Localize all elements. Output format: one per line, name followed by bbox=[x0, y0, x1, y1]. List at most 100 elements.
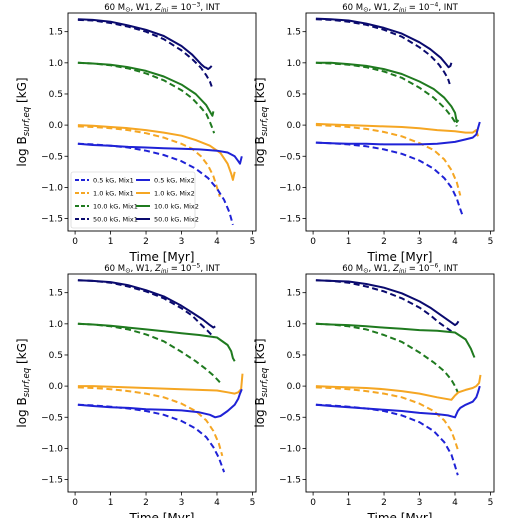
series-line-10kG-dashed bbox=[315, 124, 462, 196]
y-tick-label: −0.5 bbox=[41, 152, 63, 162]
y-tick-label: 0.5 bbox=[49, 351, 63, 361]
series-line-100kG-solid bbox=[77, 322, 236, 362]
x-axis-label: Time [Myr] bbox=[129, 511, 195, 518]
y-tick-label: 0.5 bbox=[49, 90, 63, 100]
x-tick-label: 3 bbox=[417, 498, 423, 508]
series-line-10kG-solid bbox=[77, 124, 236, 181]
y-tick-label: −1.0 bbox=[41, 183, 63, 193]
x-tick-label: 5 bbox=[250, 498, 256, 508]
x-tick-label: 2 bbox=[143, 237, 149, 247]
x-tick-label: 5 bbox=[488, 498, 494, 508]
series-group bbox=[77, 279, 244, 473]
y-tick-label: 0.0 bbox=[287, 121, 302, 131]
x-tick-label: 0 bbox=[72, 498, 78, 508]
plot-frame bbox=[67, 12, 257, 232]
series-line-100kG-solid bbox=[77, 61, 215, 117]
series-group bbox=[315, 17, 481, 215]
series-line-10kG-solid bbox=[315, 122, 479, 137]
x-tick-label: 4 bbox=[214, 237, 220, 247]
y-tick-label: 1.0 bbox=[49, 59, 64, 69]
plot-frame bbox=[305, 273, 495, 493]
series-line-500kG-solid bbox=[77, 18, 213, 71]
series-line-500kG-solid bbox=[77, 279, 216, 329]
legend-label: 10.0 kG, Mix1 bbox=[93, 202, 138, 210]
x-tick-label: 1 bbox=[108, 498, 114, 508]
legend-box bbox=[70, 171, 196, 229]
x-axis-label: Time [Myr] bbox=[367, 511, 433, 518]
y-tick-label: 0.0 bbox=[287, 382, 302, 392]
y-axis-label: log Bsurf,eq [kG] bbox=[15, 338, 32, 427]
y-tick-label: 0.5 bbox=[287, 90, 301, 100]
x-tick-label: 1 bbox=[346, 498, 352, 508]
x-tick-label: 0 bbox=[310, 237, 316, 247]
subplot-1: 0 1 2 3 4 5 −1.5 −1.0 −0.5 0.0 0.5 1.0 1.5 60 M⊙, W1,… bbox=[15, 2, 257, 264]
y-tick-label: −1.5 bbox=[41, 215, 63, 225]
x-tick-label: 1 bbox=[108, 237, 114, 247]
x-tick-label: 0 bbox=[72, 237, 78, 247]
y-tick-label: 1.5 bbox=[287, 289, 301, 299]
y-tick-label: −1.0 bbox=[41, 444, 63, 454]
series-line-05kG-solid bbox=[77, 142, 243, 165]
plot-area bbox=[306, 274, 494, 492]
x-axis-label: Time [Myr] bbox=[367, 250, 433, 264]
x-tick-label: 3 bbox=[179, 498, 185, 508]
subplot-title: 60 M⊙, W1, Zini = 10−4, INT bbox=[342, 2, 458, 15]
y-tick-label: −0.5 bbox=[279, 413, 301, 423]
y-tick-label: −0.5 bbox=[41, 413, 63, 423]
subplot-title: 60 M⊙, W1, Zini = 10−6, INT bbox=[342, 263, 458, 276]
legend-label: 50.0 kG, Mix2 bbox=[154, 215, 199, 223]
x-axis-label: Time [Myr] bbox=[129, 250, 195, 264]
series-line-10kG-dashed bbox=[77, 125, 221, 197]
x-tick-label: 2 bbox=[381, 498, 387, 508]
subplot-title: 60 M⊙, W1, Zini = 10−5, INT bbox=[104, 263, 220, 276]
series-line-05kG-solid bbox=[77, 388, 243, 419]
y-axis-label: log Bsurf,eq [kG] bbox=[253, 338, 270, 427]
series-line-100kG-solid bbox=[315, 61, 460, 123]
x-tick-label: 4 bbox=[452, 498, 458, 508]
series-line-500kG-dashed bbox=[315, 18, 451, 85]
x-tick-label: 5 bbox=[250, 237, 256, 247]
y-tick-label: −1.5 bbox=[279, 476, 301, 486]
x-tick-label: 4 bbox=[452, 237, 458, 247]
y-tick-label: 0.5 bbox=[287, 351, 301, 361]
series-line-500kG-dashed bbox=[77, 18, 213, 87]
legend-label: 1.0 kG, Mix1 bbox=[93, 189, 134, 197]
series-line-100kG-solid bbox=[315, 322, 476, 358]
subplot-3: 0 1 2 3 4 5 −1.5 −1.0 −0.5 0.0 0.5 1.0 1.5 60 M⊙, W1,… bbox=[15, 263, 257, 518]
y-tick-label: 1.0 bbox=[287, 320, 302, 330]
y-tick-label: 0.0 bbox=[49, 121, 64, 131]
legend-label: 50.0 kG, Mix1 bbox=[93, 215, 138, 223]
x-tick-label: 2 bbox=[381, 237, 387, 247]
series-line-05kG-solid bbox=[315, 385, 481, 419]
legend: 0.5 kG, Mix1 1.0 kG, Mix1 10.0 kG, Mix1 50.… bbox=[70, 171, 199, 229]
series-line-10kG-dashed bbox=[315, 386, 459, 450]
legend-label: 10.0 kG, Mix2 bbox=[154, 202, 199, 210]
legend-label: 0.5 kG, Mix1 bbox=[93, 176, 134, 184]
series-line-500kG-solid bbox=[315, 279, 460, 327]
y-tick-label: 1.5 bbox=[49, 28, 63, 38]
series-line-500kG-solid bbox=[315, 17, 453, 69]
y-tick-label: −1.5 bbox=[279, 215, 301, 225]
y-axis-label: log Bsurf,eq [kG] bbox=[253, 77, 270, 166]
series-line-10kG-dashed bbox=[77, 386, 224, 457]
series-line-10kG-solid bbox=[77, 373, 244, 395]
legend-label: 0.5 kG, Mix2 bbox=[154, 176, 195, 184]
x-tick-label: 2 bbox=[143, 498, 149, 508]
subplot-title: 60 M⊙, W1, Zini = 10−3, INT bbox=[104, 2, 220, 15]
legend-label: 1.0 kG, Mix2 bbox=[154, 189, 195, 197]
subplot-4: 0 1 2 3 4 5 −1.5 −1.0 −0.5 0.0 0.5 1.0 1.5 60 M⊙, W1,… bbox=[253, 263, 495, 518]
x-tick-label: 4 bbox=[214, 498, 220, 508]
plot-frame bbox=[305, 12, 495, 232]
x-tick-label: 0 bbox=[310, 498, 316, 508]
y-tick-label: 0.0 bbox=[49, 382, 64, 392]
x-tick-label: 3 bbox=[417, 237, 423, 247]
y-axis-label: log Bsurf,eq [kG] bbox=[15, 77, 32, 166]
x-tick-label: 1 bbox=[346, 237, 352, 247]
plot-area bbox=[306, 13, 494, 231]
y-tick-label: −1.5 bbox=[41, 476, 63, 486]
series-line-10kG-solid bbox=[315, 374, 482, 401]
series-group bbox=[77, 18, 243, 226]
y-tick-label: 1.0 bbox=[287, 59, 302, 69]
y-tick-label: 1.5 bbox=[49, 289, 63, 299]
